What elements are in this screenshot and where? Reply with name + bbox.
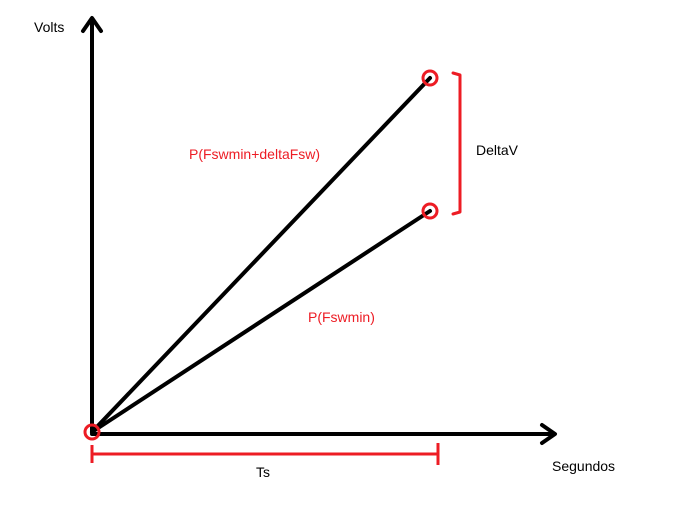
x-axis-label: Segundos <box>552 458 616 474</box>
upper-ramp-label: P(Fswmin+deltaFsw) <box>189 146 321 162</box>
delta-v-label: DeltaV <box>476 142 519 158</box>
lower-ramp-line <box>90 209 432 434</box>
origin-marker <box>83 423 101 441</box>
lower-end-marker <box>421 202 439 220</box>
y-axis-arrowhead <box>81 16 103 33</box>
delta-v-bracket <box>451 71 462 216</box>
upper-end-marker <box>421 69 439 87</box>
upper-ramp-line <box>90 76 432 434</box>
y-axis-label: Volts <box>34 19 65 35</box>
ts-label: Ts <box>256 464 270 480</box>
lower-ramp-label: P(Fswmin) <box>308 309 375 325</box>
x-axis-arrowhead <box>540 423 557 445</box>
